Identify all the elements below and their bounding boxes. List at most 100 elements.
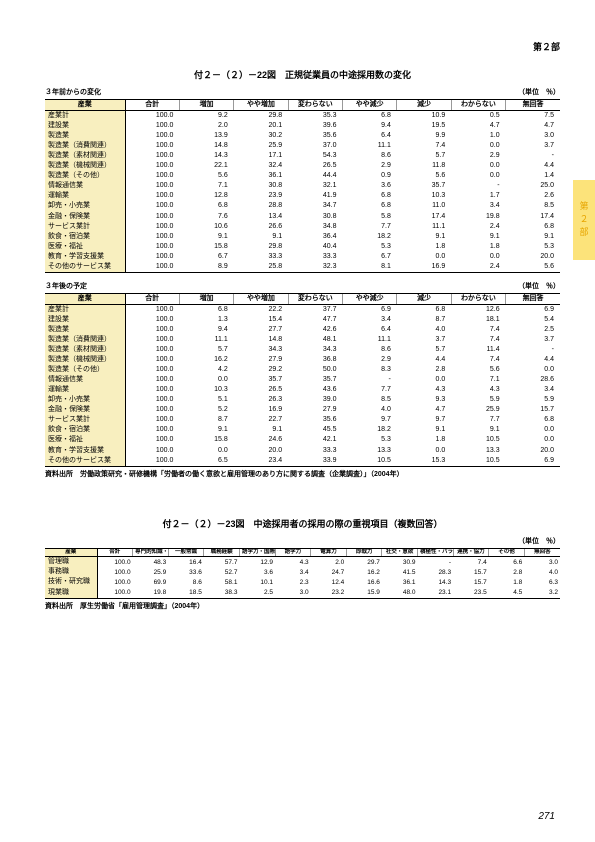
cell: 6.9 bbox=[343, 304, 397, 315]
cell: 48.1 bbox=[288, 335, 342, 345]
cell: 8.1 bbox=[343, 262, 397, 273]
row-label: 製造業（消費関連） bbox=[45, 141, 125, 151]
cell: 6.8 bbox=[343, 201, 397, 211]
cell: 23.2 bbox=[311, 588, 347, 599]
cell: 36.1 bbox=[382, 577, 418, 587]
cell: 3.4 bbox=[343, 315, 397, 325]
col-header: その他 bbox=[489, 548, 525, 557]
col-header: 増加 bbox=[179, 100, 233, 111]
cell: 16.6 bbox=[346, 577, 382, 587]
cell: 13.3 bbox=[343, 446, 397, 456]
cell: 6.6 bbox=[489, 557, 525, 568]
cell: 5.6 bbox=[451, 365, 505, 375]
col-header: 語学力・国際感覚 bbox=[239, 548, 275, 557]
cell: 28.6 bbox=[506, 375, 560, 385]
cell: 42.6 bbox=[288, 325, 342, 335]
cell: 37.7 bbox=[288, 304, 342, 315]
cell: 9.4 bbox=[179, 325, 233, 335]
cell: 100.0 bbox=[97, 557, 133, 568]
cell: 24.6 bbox=[234, 435, 288, 445]
cell: 7.4 bbox=[451, 335, 505, 345]
cell: 11.1 bbox=[343, 335, 397, 345]
cell: 2.8 bbox=[397, 365, 451, 375]
row-label: 製造業（機械関連） bbox=[45, 161, 125, 171]
cell: 100.0 bbox=[125, 375, 179, 385]
cell: 32.1 bbox=[288, 181, 342, 191]
cell: 100.0 bbox=[125, 325, 179, 335]
col-header: 減少 bbox=[397, 100, 451, 111]
cell: 2.8 bbox=[489, 567, 525, 577]
cell: 1.7 bbox=[451, 191, 505, 201]
cell: 6.8 bbox=[179, 304, 233, 315]
cell: 33.9 bbox=[288, 456, 342, 467]
cell: 0.0 bbox=[179, 375, 233, 385]
cell: 15.9 bbox=[346, 588, 382, 599]
row-label: 製造業（素材関連） bbox=[45, 345, 125, 355]
cell: 39.6 bbox=[288, 121, 342, 131]
col-header: 産業 bbox=[45, 293, 125, 304]
cell: 100.0 bbox=[125, 161, 179, 171]
cell: - bbox=[451, 181, 505, 191]
cell: 29.8 bbox=[234, 111, 288, 122]
cell: 1.3 bbox=[179, 315, 233, 325]
cell: 4.4 bbox=[506, 355, 560, 365]
cell: 6.8 bbox=[506, 222, 560, 232]
cell: 100.0 bbox=[125, 212, 179, 222]
subtitle-top: ３年前からの変化 bbox=[45, 87, 101, 97]
cell: 100.0 bbox=[125, 171, 179, 181]
cell: 9.1 bbox=[451, 232, 505, 242]
cell: 100.0 bbox=[125, 262, 179, 273]
source-22: 資料出所 労働政策研究・研修機構「労働者の働く意欲と雇用管理のあり方に関する調査… bbox=[45, 469, 560, 479]
row-label: その他のサービス業 bbox=[45, 262, 125, 273]
col-header: 語学力 bbox=[275, 548, 311, 557]
cell: 4.4 bbox=[397, 355, 451, 365]
cell: 2.3 bbox=[275, 577, 311, 587]
cell: 0.0 bbox=[506, 425, 560, 435]
col-header: 社交・意欲 bbox=[382, 548, 418, 557]
cell: 54.3 bbox=[288, 151, 342, 161]
cell: 7.4 bbox=[451, 355, 505, 365]
row-label: 飲食・宿泊業 bbox=[45, 425, 125, 435]
row-label: 事務職 bbox=[45, 567, 97, 577]
cell: 15.8 bbox=[179, 242, 233, 252]
cell: 5.1 bbox=[179, 395, 233, 405]
cell: 30.8 bbox=[288, 212, 342, 222]
cell: 48.0 bbox=[382, 588, 418, 599]
cell: 100.0 bbox=[125, 415, 179, 425]
row-label: 製造業（消費関連） bbox=[45, 335, 125, 345]
cell: 20.1 bbox=[234, 121, 288, 131]
cell: 16.2 bbox=[179, 355, 233, 365]
cell: 10.3 bbox=[179, 385, 233, 395]
cell: 1.4 bbox=[506, 171, 560, 181]
cell: 11.8 bbox=[397, 161, 451, 171]
cell: 35.7 bbox=[234, 375, 288, 385]
cell: 34.3 bbox=[288, 345, 342, 355]
cell: 2.6 bbox=[506, 191, 560, 201]
cell: 9.7 bbox=[397, 415, 451, 425]
table-22-top: 産業合計増加やや増加変わらないやや減少減少わからない無回答 産業計100.09.… bbox=[45, 99, 560, 273]
row-label: 医療・福祉 bbox=[45, 242, 125, 252]
cell: 100.0 bbox=[125, 345, 179, 355]
cell: 19.8 bbox=[133, 588, 169, 599]
cell: 18.5 bbox=[168, 588, 204, 599]
cell: 5.3 bbox=[343, 242, 397, 252]
cell: 47.7 bbox=[288, 315, 342, 325]
cell: 3.4 bbox=[506, 385, 560, 395]
cell: - bbox=[506, 345, 560, 355]
cell: 8.7 bbox=[397, 315, 451, 325]
cell: 8.3 bbox=[343, 365, 397, 375]
col-header: 変わらない bbox=[288, 100, 342, 111]
cell: 11.1 bbox=[179, 335, 233, 345]
cell: 15.3 bbox=[397, 456, 451, 467]
cell: 9.1 bbox=[179, 232, 233, 242]
col-header: 合計 bbox=[125, 293, 179, 304]
cell: 33.3 bbox=[288, 446, 342, 456]
cell: 1.8 bbox=[451, 242, 505, 252]
cell: 25.9 bbox=[234, 141, 288, 151]
row-label: 産業計 bbox=[45, 304, 125, 315]
cell: 15.7 bbox=[506, 405, 560, 415]
cell: 35.7 bbox=[288, 375, 342, 385]
cell: 100.0 bbox=[125, 335, 179, 345]
col-header: 産業 bbox=[45, 548, 97, 557]
row-label: サービス業計 bbox=[45, 415, 125, 425]
